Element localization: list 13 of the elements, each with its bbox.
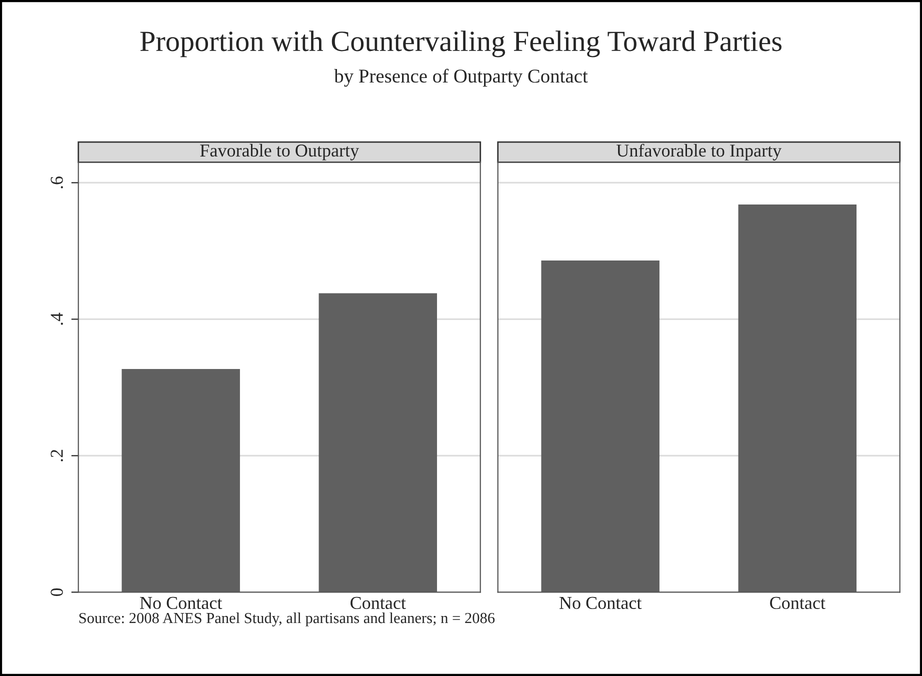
text: Proportion with Countervailing Feeling Toward Parties [140, 30, 782, 58]
y-tick-label: .2 [50, 450, 63, 462]
x-tick-label: Contact [350, 596, 406, 610]
source-note: Source: 2008 ANES Panel Study, all partisans and leaners; n = 2086 [79, 612, 495, 626]
chart-title: Favorable to Outparty [200, 144, 360, 160]
text: by Presence of Outparty Contact [334, 68, 588, 87]
x-tick-label: No Contact [559, 596, 642, 610]
y-tick-label: .4 [50, 312, 63, 325]
chart-title: Unfavorable to Inparty [616, 144, 782, 160]
y-tick-label: .6 [50, 176, 63, 188]
x-tick-label: Contact [770, 596, 826, 610]
x-tick-label: No Contact [140, 596, 222, 610]
y-tick-label: 0 [50, 588, 63, 596]
